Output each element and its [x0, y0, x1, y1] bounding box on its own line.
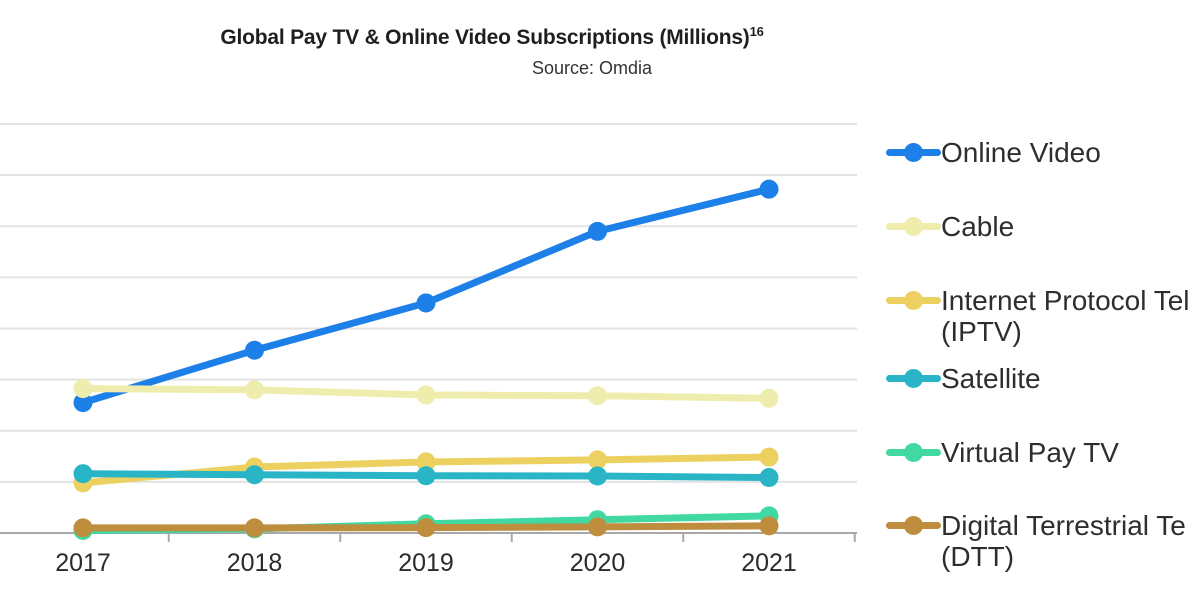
series-point-digital-terrestrial-te-dtt-2017 — [73, 518, 93, 538]
series-point-online-video-2018 — [245, 340, 264, 360]
series-point-satellite-2021 — [759, 468, 779, 488]
chart-title: Global Pay TV & Online Video Subscriptio… — [220, 24, 764, 50]
series-point-internet-protocol-tel-iptv-2020 — [588, 450, 607, 470]
series-point-digital-terrestrial-te-dtt-2020 — [588, 517, 607, 537]
series-point-satellite-2017 — [73, 464, 93, 484]
series-point-satellite-2019 — [416, 466, 436, 486]
x-axis-label-2021: 2021 — [741, 549, 797, 577]
series-point-online-video-2020 — [588, 221, 607, 241]
chart-subtitle: Source: Omdia — [531, 58, 653, 78]
x-axis-label-2018: 2018 — [227, 549, 283, 577]
series-point-online-video-2019 — [416, 293, 436, 313]
title-superscript-footnote: 16 — [749, 24, 764, 39]
series-point-online-video-2021 — [759, 179, 779, 199]
series-point-internet-protocol-tel-iptv-2019 — [416, 452, 436, 472]
x-axis-label-2020: 2020 — [570, 549, 626, 577]
x-axis-label-2017: 2017 — [55, 549, 111, 577]
series-point-internet-protocol-tel-iptv-2021 — [759, 447, 779, 467]
series-point-satellite-2018 — [245, 465, 264, 485]
series-point-cable-2019 — [416, 385, 436, 405]
series-point-satellite-2020 — [588, 466, 607, 486]
chart-title-text: Global Pay TV & Online Video Subscriptio… — [220, 26, 750, 49]
series-point-online-video-2017 — [73, 393, 93, 413]
series-point-cable-2017 — [73, 379, 93, 399]
series-point-digital-terrestrial-te-dtt-2019 — [416, 518, 436, 538]
series-point-cable-2021 — [759, 388, 779, 408]
series-point-cable-2020 — [588, 386, 607, 406]
series-point-digital-terrestrial-te-dtt-2021 — [759, 516, 779, 536]
series-point-cable-2018 — [245, 380, 264, 400]
series-point-digital-terrestrial-te-dtt-2018 — [245, 518, 264, 538]
x-axis-label-2019: 2019 — [398, 549, 454, 577]
